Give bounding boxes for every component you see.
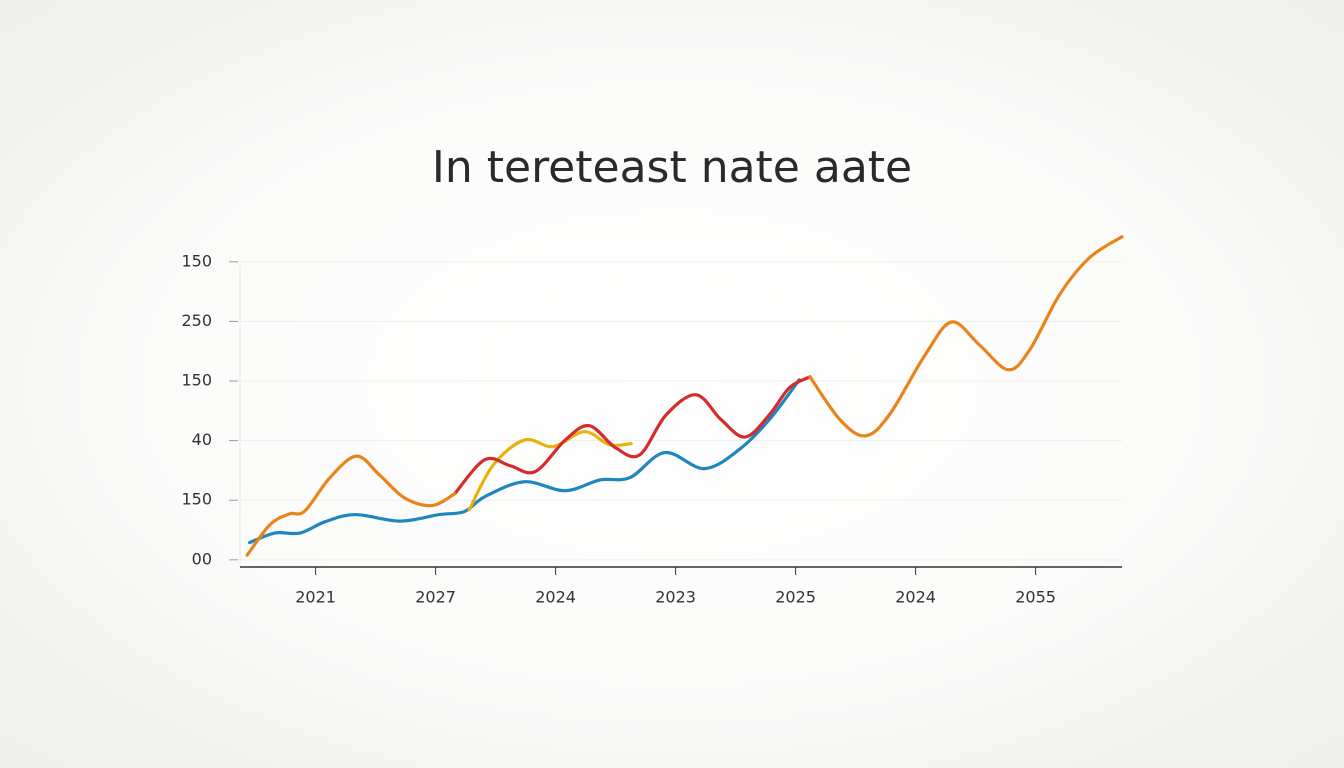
x-tick-label: 2023 (655, 588, 696, 607)
y-tick-label: 150 (181, 251, 212, 270)
chart-title: In tereteast nate aate (432, 142, 912, 193)
x-tick-label: 2055 (1015, 588, 1056, 607)
data-line (453, 375, 812, 496)
y-tick-label: 00 (192, 549, 212, 568)
x-tick-label: 2025 (775, 588, 816, 607)
x-tick-label: 2024 (535, 588, 576, 607)
y-tick-label: 250 (181, 311, 212, 330)
data-line (467, 430, 633, 512)
y-tick-label: 150 (181, 490, 212, 509)
y-tick-label: 40 (192, 430, 212, 449)
x-tick-label: 2027 (415, 588, 456, 607)
x-tick-label: 2024 (895, 588, 936, 607)
x-tick-label: 2021 (295, 588, 336, 607)
y-tick-label: 150 (181, 371, 212, 390)
data-line (245, 235, 1124, 557)
data-line (248, 378, 801, 545)
